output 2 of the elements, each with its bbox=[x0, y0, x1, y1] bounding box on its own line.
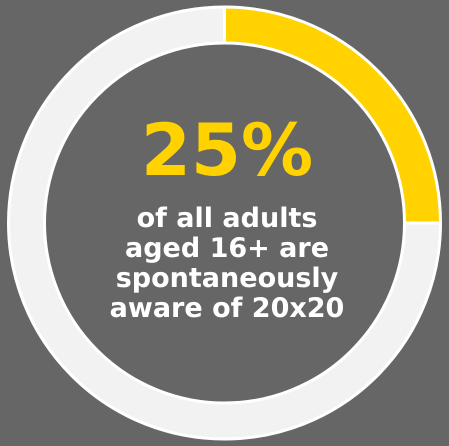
data-label: 25% bbox=[140, 108, 314, 192]
text: of all adults aged 16+ are spontaneously aware of 20x20 bbox=[110, 203, 344, 324]
